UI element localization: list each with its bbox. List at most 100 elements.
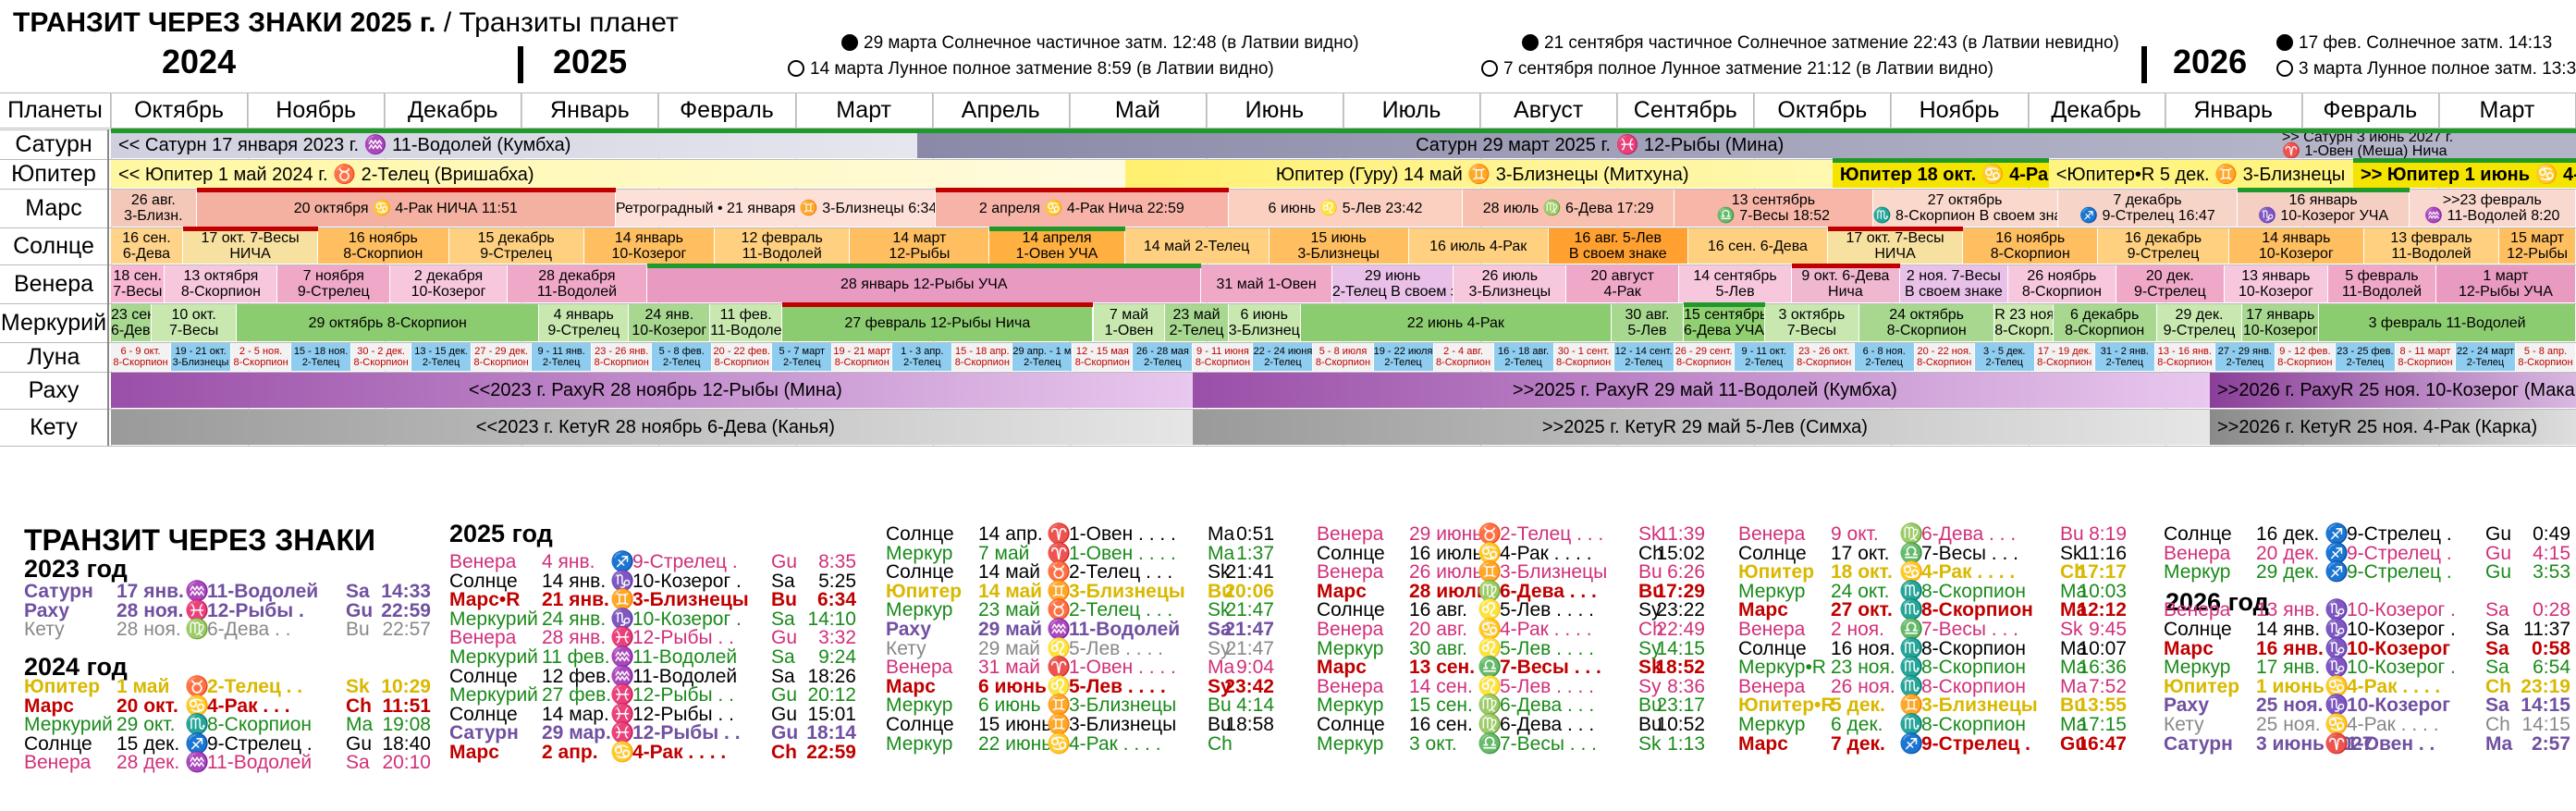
zodiac-glyph: ♑ (2325, 657, 2349, 679)
moon-dates: 19 - 21 март (833, 346, 891, 357)
planet-name: Кету (24, 619, 65, 641)
mars-segment: 26 авг. 3-Близн. (111, 190, 197, 227)
title-main: ТРАНЗИТ ЧЕРЕЗ ЗНАКИ 2025 г. (13, 7, 436, 38)
planets-header: Планеты (0, 92, 111, 128)
mars-segment: Ретроградный • 21 января ♊ 3-Близнецы 6:… (615, 190, 936, 227)
moon-sign: 8-Скорпион (473, 357, 529, 368)
transit-time: 12:12 (2077, 599, 2127, 621)
transit-time: 14:15 (2521, 713, 2570, 735)
seg-line-1: 20 август (1590, 268, 1654, 284)
planet-name: Венера (1317, 618, 1384, 640)
mars-segment: >>23 февраль ♒ 11-Водолей 8:20 (2409, 190, 2576, 227)
transit-time: 21:47 (1225, 599, 1274, 621)
transit-date: 2 ноя. (1831, 618, 1884, 640)
sign-name: 9-Стрелец . (2347, 542, 2452, 564)
planet-name: Марс (2164, 637, 2214, 659)
solar-eclipse-icon (2276, 34, 2293, 51)
seg-line-2: 11-Водолей (2391, 246, 2472, 262)
seg-line-1: 13 октября (183, 268, 259, 284)
sign-name: 11-Водолей (632, 665, 738, 687)
moon-sign: 2-Телец (1985, 357, 2023, 368)
list-row: Венера 9 окт. ♍6-Дева . . . Bu 8:19 (1738, 523, 2127, 545)
sign-name: 9-Стрелец . (632, 551, 738, 572)
planet-name: Меркур (1738, 713, 1806, 735)
transit-date: 16 июль (1409, 542, 1483, 564)
list-row: Венера 26 июль♊3-Близнецы Bu 6:26 (1317, 561, 1705, 584)
planet-name: Марс (24, 694, 74, 717)
list-row: Меркурий 27 фев.♓12-Рыбы . . Gu 20:12 (449, 685, 856, 706)
seg-line-2: 9-Стрелец (297, 284, 370, 300)
sign-name: 4-Рак . . . . (632, 741, 727, 763)
planet-name: Венера (1317, 561, 1384, 584)
transit-time: 21:47 (1225, 637, 1274, 659)
seg-line-2: 10-Козерог (632, 323, 707, 338)
sun-segment: 12 февраль 11-Водолей (715, 228, 851, 264)
zodiac-glyph: ♏ (1899, 675, 1924, 697)
jupiter-exalt-line (2353, 158, 2576, 163)
zodiac-glyph: ♐ (2325, 523, 2349, 545)
sun-segment: 15 июнь 3-Близнецы (1269, 228, 1409, 264)
moon-dates: 20 - 22 фев. (713, 346, 770, 357)
zodiac-glyph: ♋ (1478, 542, 1503, 564)
mercury-segment: 7 май 1-Овен (1093, 304, 1166, 341)
moon-sign: 8-Скорпион (353, 357, 409, 368)
moon-dates: 5 - 7 март (779, 346, 826, 357)
seg-line-1: 14 январь (614, 230, 684, 246)
moon-segment: 2 - 5 ноя. 8-Скорпион (231, 343, 292, 371)
month-header: Декабрь (385, 92, 522, 128)
seg-line-1: 31 май 1-Овен (1216, 276, 1317, 292)
list-row: Меркур 29 дек. ♐9-Стрелец . Gu 3:53 (2164, 561, 2570, 584)
rahu-bar-3: >>2026 г. РахуR 25 ноя. 10-Козерог (Мака… (2210, 373, 2576, 408)
list-row: Юпитер•R5 дек. ♊3-Близнецы Bu 13:55 (1738, 696, 2127, 716)
jupiter-bar-1: << Юпитер 1 май 2024 г. ♉ 2-Телец (Вриша… (111, 160, 1125, 188)
moon-segment: 16 - 18 авг. 2-Телец (1493, 343, 1554, 371)
venus-segment: 14 сентябрь 5-Лев (1679, 265, 1792, 302)
seg-line-1: 15 март (2510, 230, 2565, 246)
planet-name: Солнце (1317, 599, 1385, 621)
moon-segment: 23 - 25 фев. 2-Телец (2335, 343, 2396, 371)
zodiac-glyph: ♍ (1478, 694, 1503, 717)
sign-name: 6-Дева . . (207, 619, 291, 641)
transit-date: 27 окт. (1831, 599, 1893, 621)
mercury-segment: 22 июнь 4-Рак (1300, 304, 1612, 341)
list-row: Солнце 14 апр. ♈1-Овен . . . . Ma 0:51 (886, 524, 1274, 545)
planet-name: Меркур (1738, 580, 1806, 602)
list-row: Меркур 6 июнь ♊3-Близнецы Bu 4:14 (886, 696, 1274, 716)
sun-segment: 17 окт. 7-Весы НИЧА (182, 228, 319, 264)
sign-lord: Bu (1638, 713, 1662, 735)
zodiac-glyph: ♍ (1899, 523, 1924, 545)
year-2024: 2024 (162, 43, 237, 80)
sun-segment: 14 январь 10-Козерог (2228, 228, 2364, 264)
seg-line-2: 9-Стрелец (2163, 323, 2236, 338)
grid-hline (0, 92, 2576, 93)
transit-date: 16 ноя. (1831, 637, 1895, 659)
seg-line-2: НИЧА (229, 246, 271, 262)
transit-time: 8:19 (2089, 523, 2127, 545)
transit-time: 10:03 (2078, 580, 2127, 602)
saturn-note-2: ♈ 1-Овен (Меша) Нича (2282, 143, 2447, 159)
moon-segment: 13 - 16 янв. 8-Скорпион (2154, 343, 2215, 371)
bottom-year-2025: 2025 год (449, 520, 553, 547)
moon-segment: 30 - 2 дек. 8-Скорпион (351, 343, 412, 371)
mercury-segment: 17 январь 10-Козерог (2242, 304, 2320, 341)
transit-date: 11 фев. (542, 645, 610, 668)
moon-segment: 15 - 18 ноя. 2-Телец (291, 343, 352, 371)
sign-lord: Sa (346, 581, 370, 602)
sign-name: 2-Телец . . . (1069, 561, 1173, 584)
list-row: Раху 25 ноя.♑10-Козерог Sa 14:15 (2164, 696, 2570, 716)
seg-line-1: 7 ноября (302, 268, 364, 284)
zodiac-glyph: ♓ (610, 627, 635, 649)
sign-lord: Ch (2060, 561, 2086, 584)
sign-lord: Ch (771, 741, 797, 763)
month-header: Май (1070, 92, 1207, 128)
year-2025: 2025 (553, 43, 628, 80)
sign-lord: Sa (2485, 618, 2509, 640)
sign-lord: Bu (1638, 561, 1662, 584)
transit-date: 16 сен. (1409, 713, 1473, 735)
transit-time: 3:53 (2533, 561, 2570, 584)
transit-time: 22:59 (381, 599, 431, 621)
mercury-segment: 30 авг. 5-Лев (1611, 304, 1684, 341)
moon-sign: 3-Близнецы (172, 357, 229, 368)
mars-segment: 20 октября ♋ 4-Рак НИЧА 11:51 (196, 190, 616, 227)
